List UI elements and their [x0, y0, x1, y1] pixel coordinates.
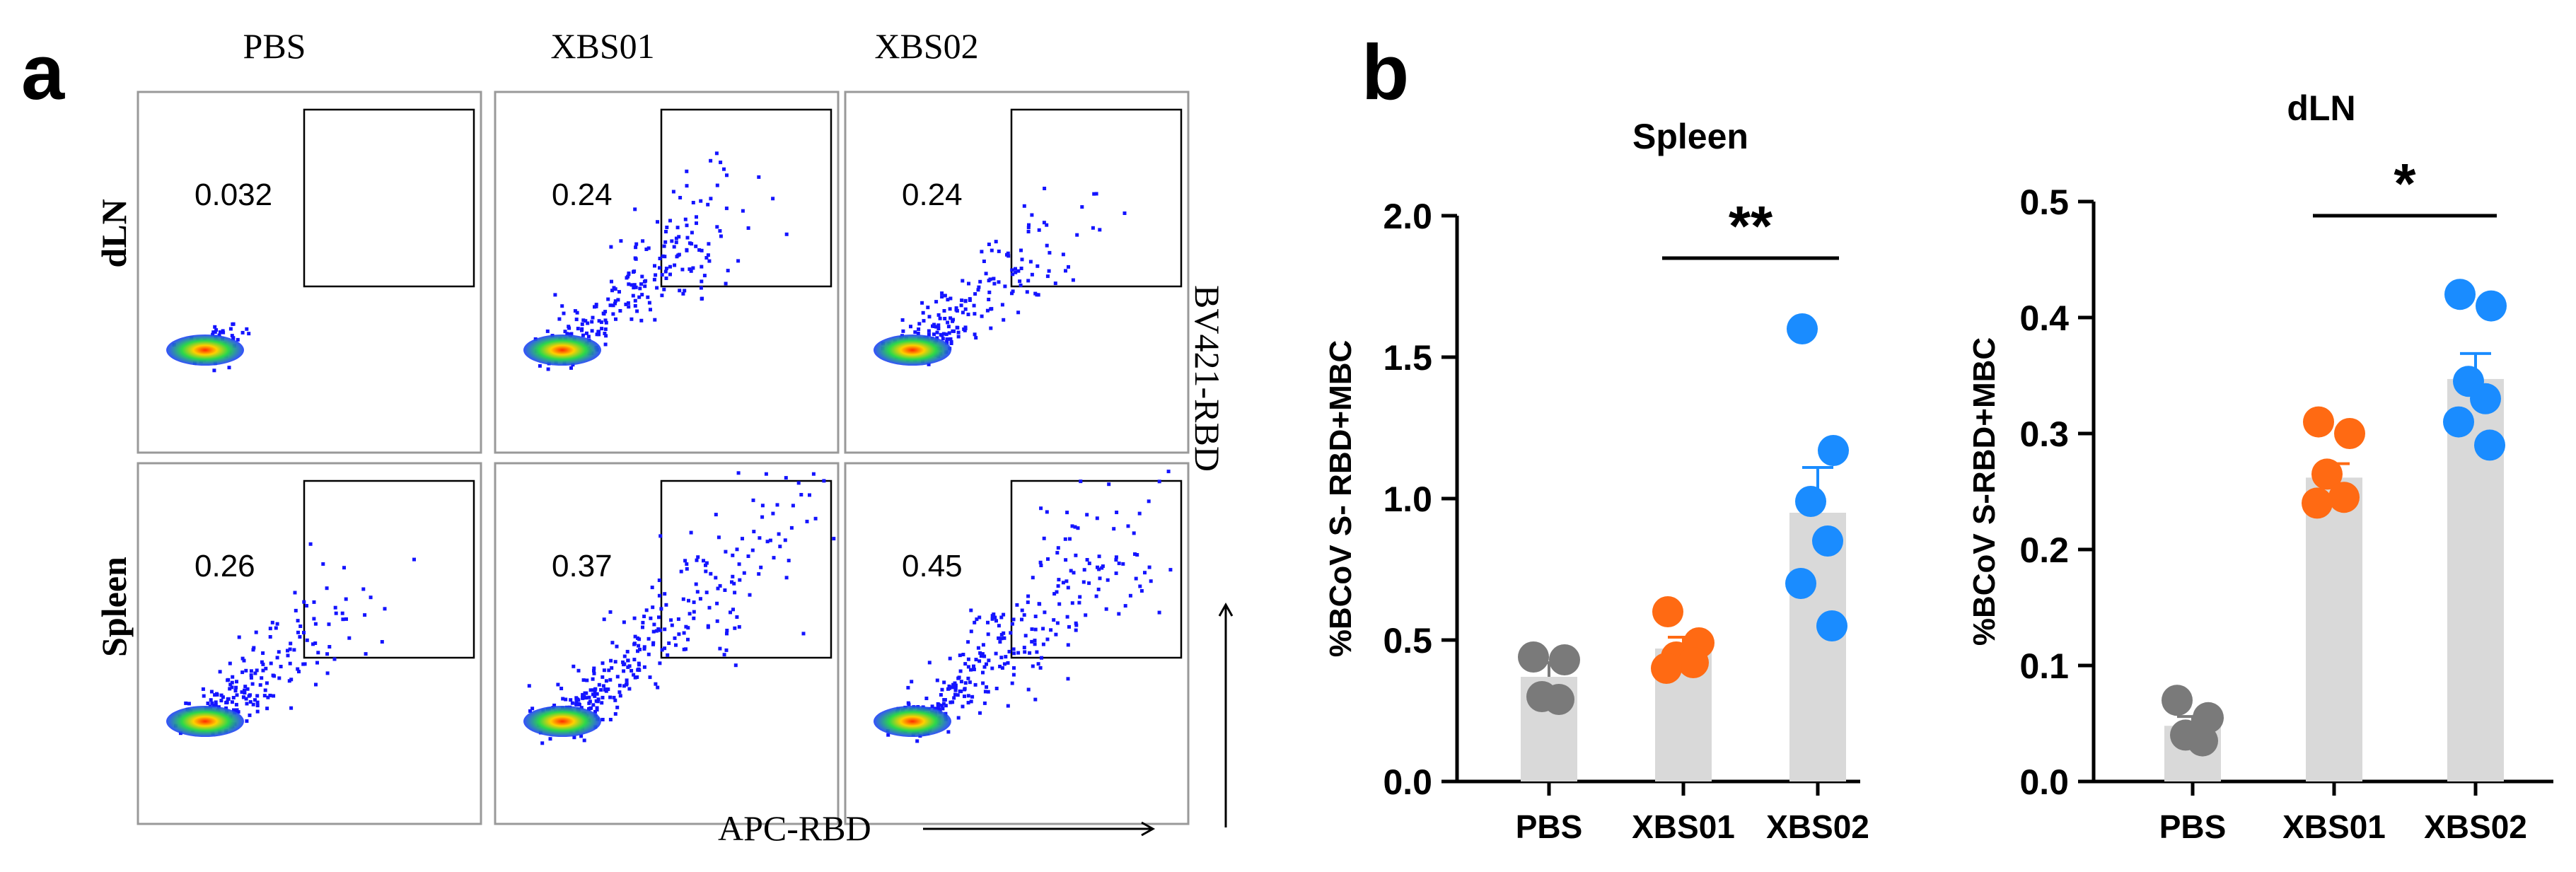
chart-title: dLN	[2287, 88, 2355, 128]
y-tick-label: 0.2	[2019, 530, 2069, 570]
y-tick-label: 0.5	[2019, 182, 2069, 222]
y-tick-label: 1.5	[1383, 338, 1432, 378]
density-core	[166, 335, 244, 366]
data-point-pbs	[1543, 684, 1574, 715]
y-axis-label-bv421-rbd: BV421-RBD	[1188, 285, 1227, 472]
chart-spleen: Spleen 0.0 0.5 1.0 1.5 2.0 %BCoV S- RBD+MBC PBS…	[1323, 117, 1869, 845]
panel-b-label: b	[1362, 29, 1409, 116]
significance-label: *	[2394, 152, 2416, 215]
gate-box	[660, 479, 832, 659]
y-tick-label: 0.0	[2019, 762, 2069, 802]
gate-percentage: 0.032	[195, 178, 272, 212]
flow-plot-frame	[137, 91, 482, 454]
data-point-xbs02	[1812, 525, 1843, 557]
column-header-xbs02: XBS02	[874, 26, 978, 66]
flow-plot-frame	[137, 462, 482, 825]
row-header-spleen: Spleen	[94, 557, 134, 657]
density-core	[523, 706, 601, 737]
row-header-dln: dLN	[94, 199, 134, 267]
data-point-xbs02	[1787, 313, 1818, 344]
density-core	[874, 706, 951, 737]
data-point-xbs01	[1678, 647, 1709, 678]
data-point-xbs02	[2443, 406, 2474, 438]
gate-percentage: 0.26	[195, 549, 255, 583]
chart-dln: dLN 0.0 0.1 0.2 0.3 0.4 0.5 %BCoV S-RBD+MBC PBS X…	[1967, 88, 2553, 845]
data-point-pbs	[2193, 702, 2224, 733]
gate-percentage: 0.24	[902, 178, 963, 212]
gate-box	[660, 108, 832, 288]
gate-box	[303, 479, 475, 659]
data-point-pbs	[1549, 644, 1580, 675]
x-tick-label: XBS02	[1766, 808, 1869, 845]
data-point-xbs01	[2302, 487, 2333, 519]
data-point-pbs	[2162, 685, 2193, 716]
significance-label: **	[1729, 194, 1773, 257]
flow-plot-frame	[494, 462, 840, 825]
y-tick-label: 0.0	[1383, 762, 1432, 802]
flow-plot-dln-pbs: 0.032	[137, 91, 482, 454]
gate-box	[303, 108, 475, 288]
data-point-xbs01	[2311, 458, 2343, 490]
data-point-xbs01	[2328, 482, 2360, 513]
y-tick-label: 0.1	[2019, 646, 2069, 686]
y-axis-label: %BCoV S-RBD+MBC	[1967, 337, 2002, 646]
density-core	[523, 335, 601, 366]
data-point-pbs	[2187, 725, 2218, 757]
data-point-xbs01	[1651, 653, 1682, 684]
chart-title: Spleen	[1632, 117, 1748, 156]
column-header-xbs01: XBS01	[550, 26, 654, 66]
gate-percentage: 0.24	[552, 178, 613, 212]
panel-a: a PBS XBS01 XBS02 dLN Spleen 0.032 0.24 0.…	[21, 26, 1234, 848]
data-point-xbs01	[2334, 418, 2365, 449]
density-core	[166, 706, 244, 737]
flow-plot-dln-xbs01: 0.24	[494, 91, 840, 454]
gate-percentage: 0.37	[552, 549, 613, 583]
bar-xbs02	[1789, 513, 1846, 781]
panel-b: b Spleen 0.0 0.5 1.0 1.5 2.0 %BCoV S- RBD+MBC P…	[1323, 29, 2553, 845]
x-tick-label: XBS01	[2282, 808, 2386, 845]
gate-percentage: 0.45	[902, 549, 963, 583]
x-tick-label: PBS	[1516, 808, 1583, 845]
data-point-xbs02	[2444, 279, 2476, 310]
y-tick-label: 1.0	[1383, 479, 1432, 519]
flow-plot-dln-xbs02: 0.24	[844, 91, 1190, 454]
flow-plot-spleen-xbs01: 0.37	[494, 462, 840, 825]
y-tick-label: 0.3	[2019, 414, 2069, 454]
flow-plot-spleen-pbs: 0.26	[137, 462, 482, 825]
x-tick-label: PBS	[2159, 808, 2227, 845]
data-point-xbs01	[2303, 406, 2334, 438]
density-core	[874, 335, 951, 366]
panel-a-label: a	[21, 29, 65, 116]
flow-plot-grid: 0.032 0.24 0.24 0.26 0.37 0.45	[137, 91, 1190, 825]
data-point-xbs02	[1816, 610, 1847, 641]
x-axis-label-apc-rbd: APC-RBD	[718, 808, 871, 848]
data-point-xbs02	[1795, 486, 1826, 517]
data-point-xbs02	[2470, 383, 2501, 414]
y-tick-label: 2.0	[1383, 197, 1432, 236]
flow-plot-spleen-xbs02: 0.45	[844, 462, 1190, 825]
data-point-xbs02	[2474, 429, 2505, 461]
column-header-pbs: PBS	[243, 26, 306, 66]
gate-box	[1010, 479, 1183, 659]
gate-box	[1010, 108, 1183, 288]
flow-plot-frame	[844, 462, 1190, 825]
data-point-xbs02	[1818, 435, 1849, 466]
bar-xbs01	[2306, 477, 2362, 781]
data-point-xbs02	[1785, 568, 1816, 599]
x-tick-label: XBS01	[1632, 808, 1735, 845]
y-tick-label: 0.4	[2019, 298, 2069, 338]
data-point-xbs02	[2476, 290, 2507, 322]
y-tick-label: 0.5	[1383, 621, 1432, 661]
data-point-xbs01	[1652, 596, 1683, 627]
data-point-pbs	[1518, 641, 1549, 673]
x-tick-label: XBS02	[2424, 808, 2527, 845]
y-axis-label: %BCoV S- RBD+MBC	[1323, 340, 1358, 658]
